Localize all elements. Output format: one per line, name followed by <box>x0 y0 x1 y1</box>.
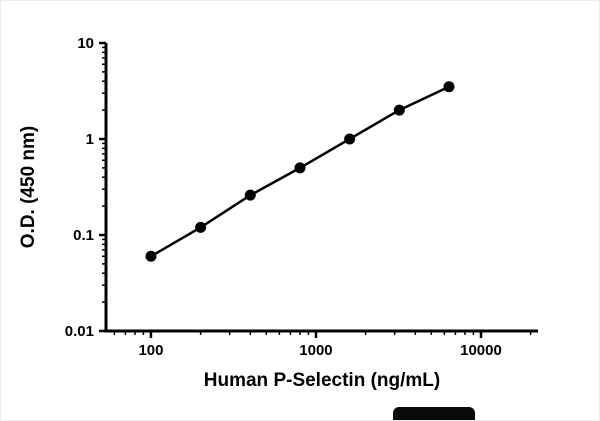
y-tick-label: 0.01 <box>65 323 94 340</box>
x-tick-label: 10000 <box>460 342 502 359</box>
data-point <box>294 162 306 174</box>
data-point <box>393 104 405 116</box>
data-point <box>244 189 256 201</box>
y-tick-label: 0.1 <box>73 227 94 244</box>
x-tick-label: 1000 <box>299 342 332 359</box>
y-axis-title: O.D. (450 nm) <box>18 126 39 248</box>
x-tick-label: 100 <box>138 342 163 359</box>
data-point <box>195 221 207 233</box>
watermark-badge <box>393 407 475 420</box>
plot-area: 100 1000 10000 0.01 0.1 1 10 <box>65 35 538 359</box>
data-point <box>145 250 157 262</box>
y-tick-label: 10 <box>77 35 94 52</box>
x-axis-title: Human P-Selectin (ng/mL) <box>204 370 440 391</box>
data-point <box>443 81 455 93</box>
data-point <box>344 133 356 145</box>
y-tick-label: 1 <box>86 131 94 148</box>
